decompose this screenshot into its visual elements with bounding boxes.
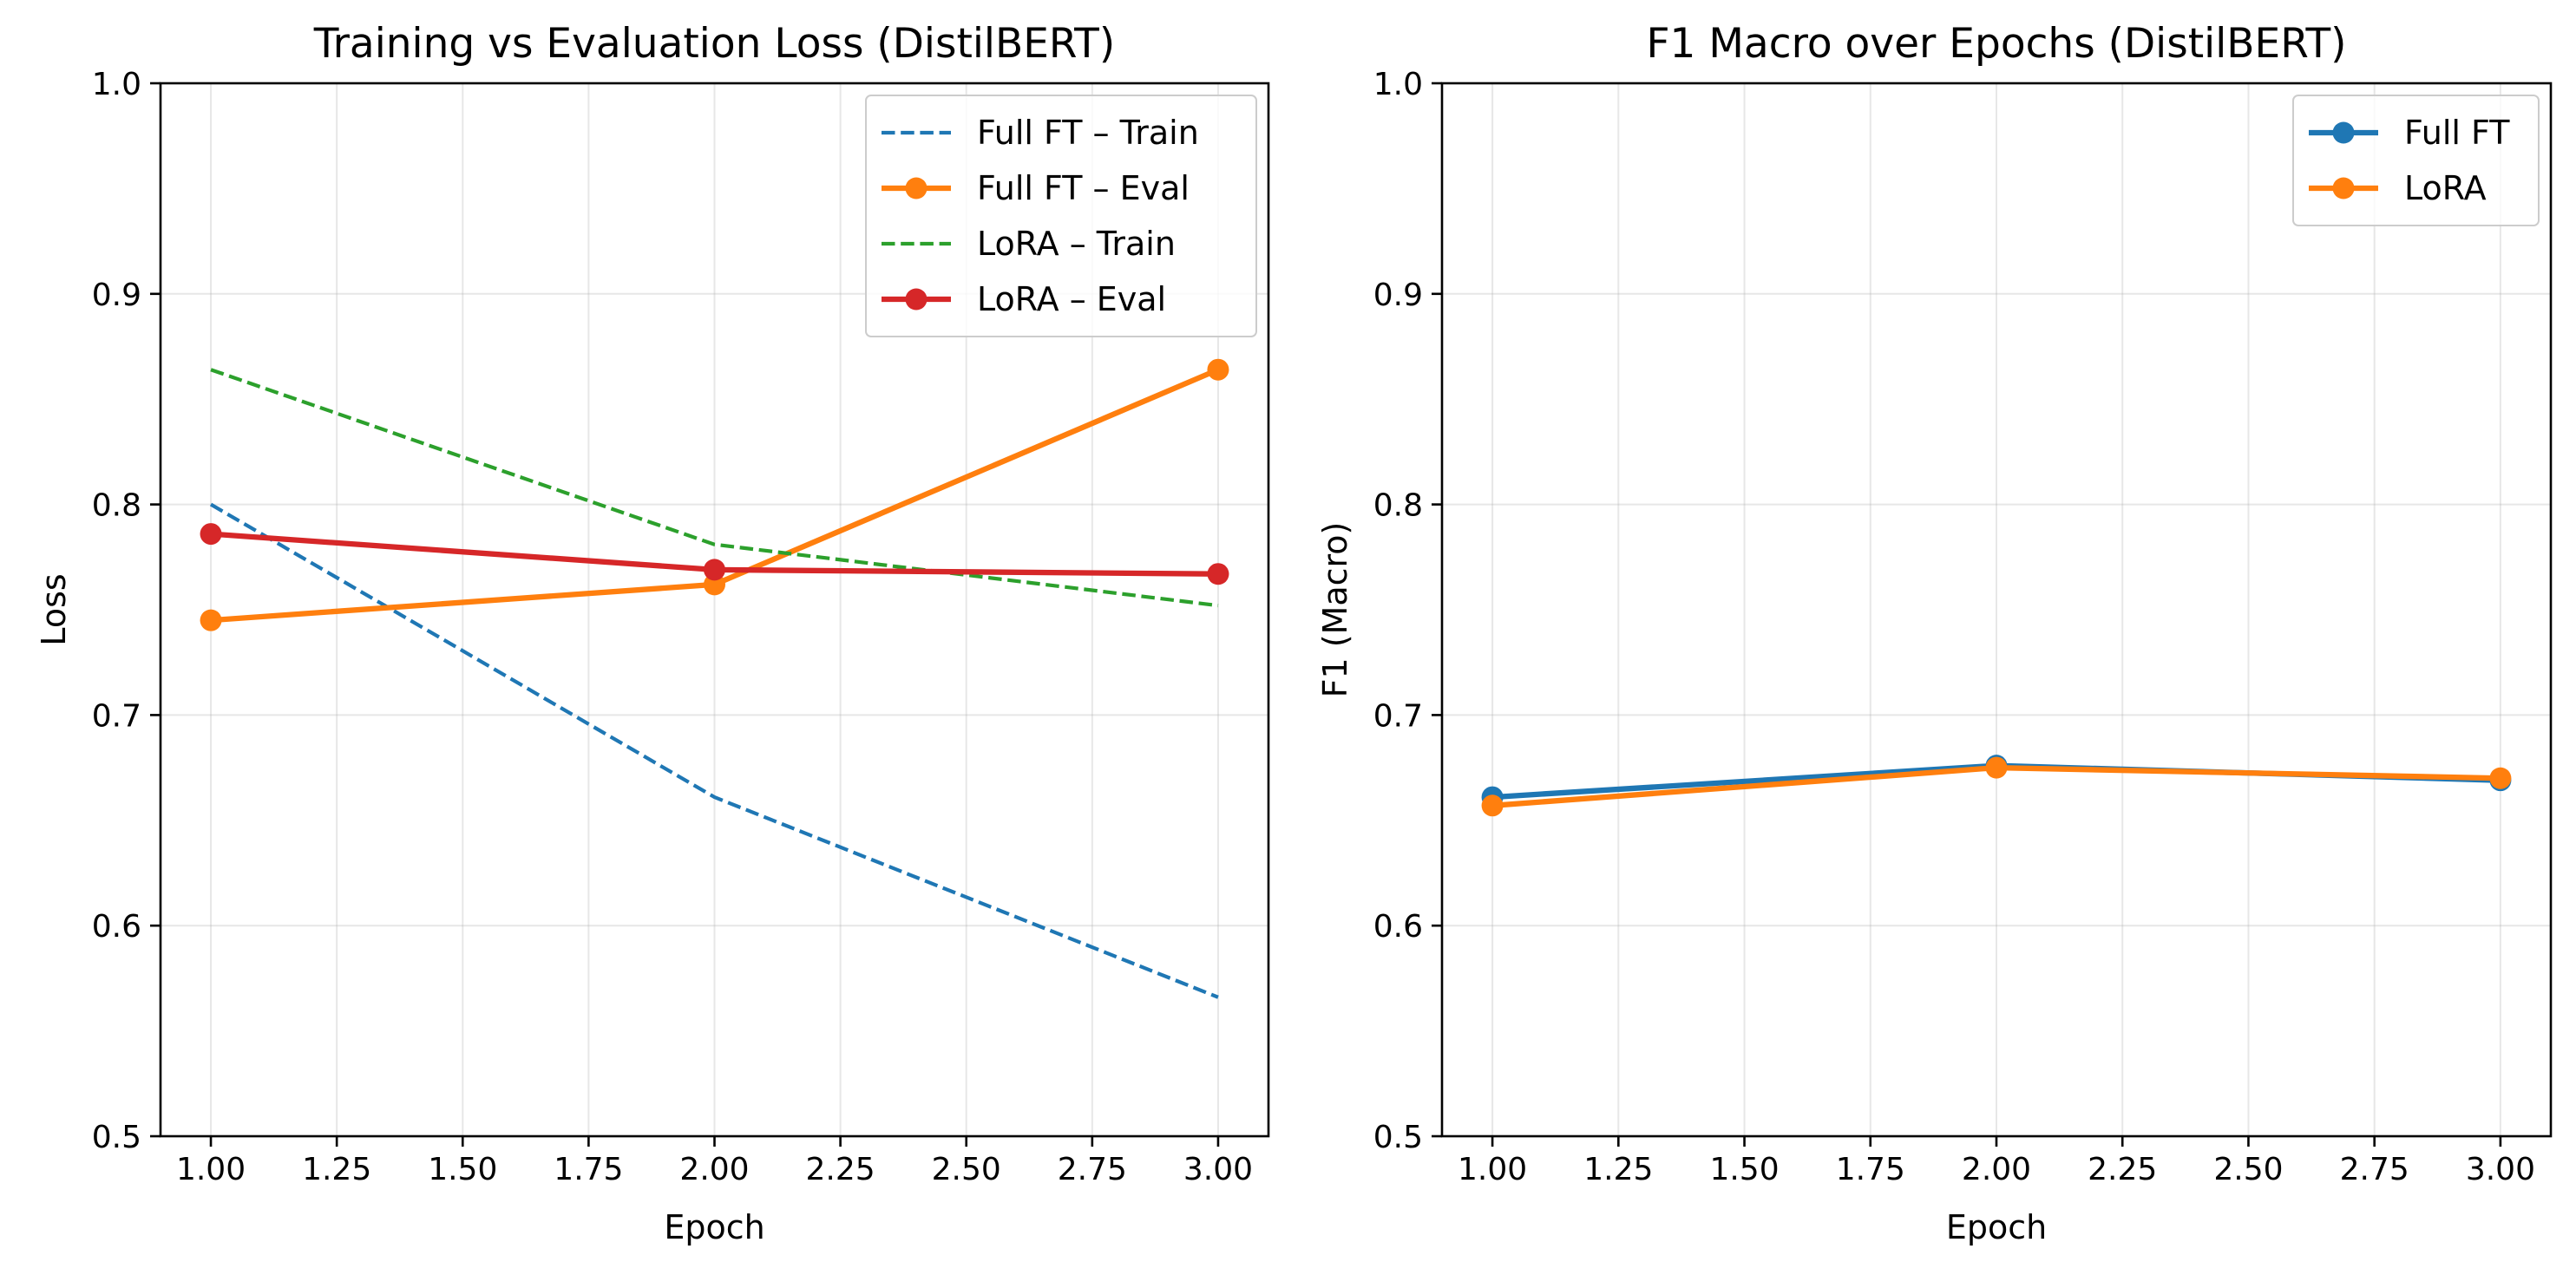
x-tick-label: 2.25 <box>2088 1152 2157 1187</box>
legend-label: LoRA – Train <box>977 225 1176 263</box>
x-tick-label: 1.00 <box>1458 1152 1527 1187</box>
legend-label: LoRA <box>2404 169 2487 207</box>
data-point <box>1482 794 1504 816</box>
x-tick-label: 1.00 <box>176 1152 246 1187</box>
y-tick-label: 0.7 <box>92 698 141 734</box>
data-point <box>1207 563 1229 585</box>
x-tick-label: 1.75 <box>1836 1152 1905 1187</box>
y-tick-label: 0.5 <box>1373 1120 1423 1155</box>
x-tick-label: 1.75 <box>554 1152 623 1187</box>
x-tick-label: 2.75 <box>2340 1152 2409 1187</box>
x-tick-label: 3.00 <box>1183 1152 1253 1187</box>
legend-label: Full FT – Train <box>977 114 1199 152</box>
legend-marker <box>906 178 927 199</box>
x-tick-label: 2.00 <box>1962 1152 2031 1187</box>
x-tick-label: 2.50 <box>932 1152 1001 1187</box>
y-tick-label: 1.0 <box>1373 67 1423 102</box>
x-tick-label: 2.75 <box>1058 1152 1127 1187</box>
data-point <box>704 559 725 580</box>
x-axis-label: Epoch <box>1946 1208 2047 1246</box>
legend-marker <box>2333 178 2355 199</box>
legend: Full FT LoRA <box>2293 95 2539 226</box>
x-tick-label: 2.50 <box>2213 1152 2283 1187</box>
y-axis-label: F1 (Macro) <box>1316 522 1354 698</box>
x-tick-label: 1.50 <box>1709 1152 1779 1187</box>
y-tick-label: 0.6 <box>92 909 141 945</box>
x-tick-label: 2.25 <box>806 1152 875 1187</box>
y-tick-label: 0.8 <box>1373 488 1423 524</box>
y-axis-label: Loss <box>35 573 73 645</box>
x-tick-label: 2.00 <box>679 1152 749 1187</box>
data-point <box>2489 768 2511 789</box>
y-tick-label: 0.8 <box>92 488 141 524</box>
legend-label: Full FT <box>2404 114 2510 152</box>
legend-marker <box>2333 122 2355 144</box>
x-tick-label: 1.25 <box>302 1152 371 1187</box>
x-tick-label: 1.25 <box>1583 1152 1653 1187</box>
x-tick-label: 1.50 <box>428 1152 497 1187</box>
legend-label: Full FT – Eval <box>977 169 1190 207</box>
y-tick-label: 0.9 <box>1373 278 1423 313</box>
y-tick-label: 0.5 <box>92 1120 141 1155</box>
legend-marker <box>906 289 927 311</box>
legend-label: LoRA – Eval <box>977 280 1166 318</box>
data-point <box>200 610 222 631</box>
y-tick-label: 0.9 <box>92 278 141 313</box>
data-point <box>1986 757 2008 779</box>
legend: Full FT – Train Full FT – Eval LoRA – Trai… <box>866 95 1256 337</box>
x-tick-label: 3.00 <box>2466 1152 2535 1187</box>
x-axis-label: Epoch <box>664 1208 764 1246</box>
y-tick-label: 0.7 <box>1373 698 1423 734</box>
chart-title: Training vs Evaluation Loss (DistilBERT) <box>313 20 1115 68</box>
data-point <box>200 523 222 545</box>
chart-title: F1 Macro over Epochs (DistilBERT) <box>1647 20 2347 68</box>
y-tick-label: 0.6 <box>1373 909 1423 945</box>
y-tick-label: 1.0 <box>92 67 141 102</box>
data-point <box>1207 359 1229 381</box>
